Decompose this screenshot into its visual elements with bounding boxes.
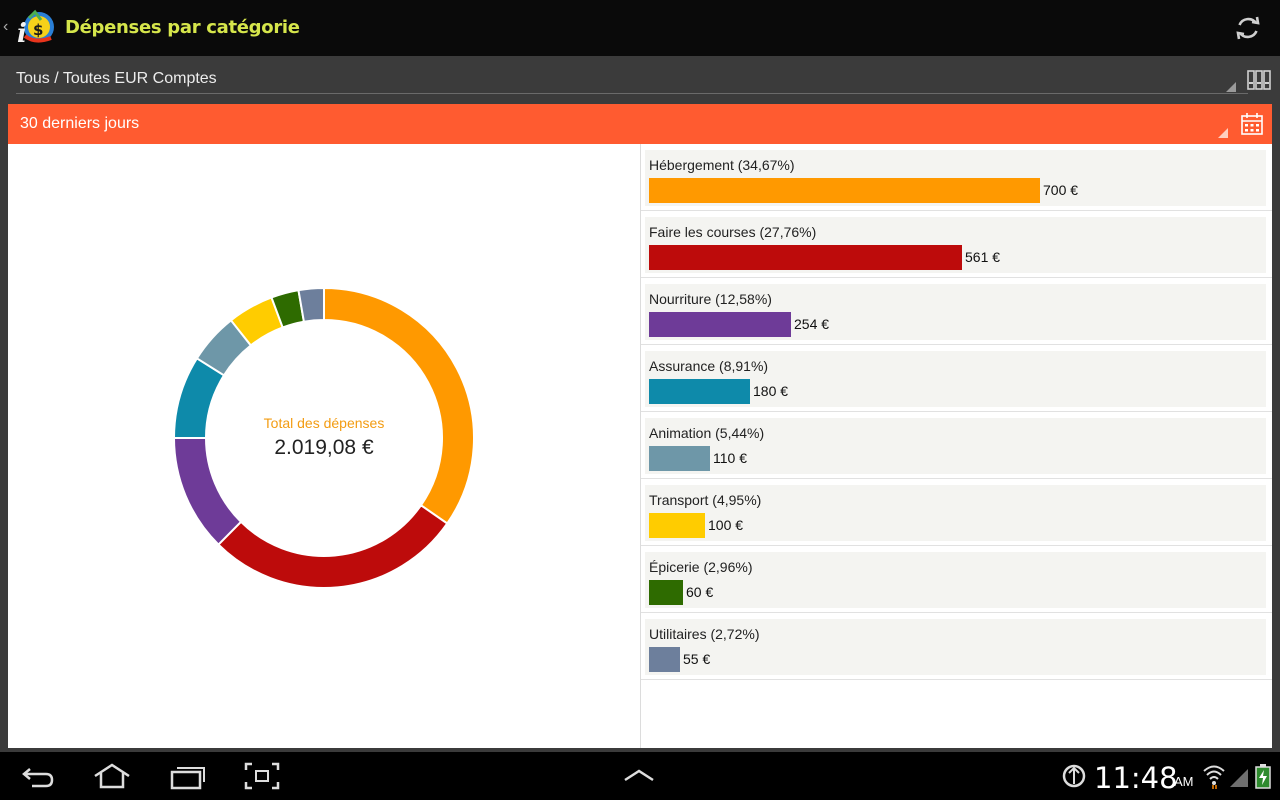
category-label: Assurance (8,91%) xyxy=(649,358,769,374)
system-nav-bar: 11:48 AM xyxy=(0,752,1280,800)
accounts-label: Tous / Toutes EUR Comptes xyxy=(16,70,217,87)
accounts-underline xyxy=(16,93,1248,94)
pane-divider xyxy=(640,144,641,748)
accounts-spinner[interactable]: Tous / Toutes EUR Comptes xyxy=(8,56,1248,100)
donut-slice[interactable] xyxy=(297,286,325,323)
category-bar xyxy=(649,312,791,337)
category-row[interactable]: Transport (4,95%) 100 € xyxy=(641,479,1272,546)
period-spinner[interactable]: 30 derniers jours xyxy=(8,104,1272,144)
category-row[interactable]: Épicerie (2,96%) 60 € xyxy=(641,546,1272,613)
wifi-icon xyxy=(1203,765,1225,789)
app-logo-icon[interactable]: i $ xyxy=(15,8,57,48)
page-title: Dépenses par catégorie xyxy=(65,17,300,38)
category-row[interactable]: Utilitaires (2,72%) 55 € xyxy=(641,613,1272,680)
category-label: Nourriture (12,58%) xyxy=(649,291,772,307)
spinner-corner-icon xyxy=(1226,82,1236,92)
category-bar xyxy=(649,446,710,471)
back-icon[interactable] xyxy=(20,762,56,790)
category-row[interactable]: Nourriture (12,58%) 254 € xyxy=(641,278,1272,345)
donut-pane: Total des dépenses 2.019,08 € xyxy=(8,144,640,748)
category-amount: 561 € xyxy=(965,249,1001,265)
category-bar xyxy=(649,647,680,672)
category-label: Utilitaires (2,72%) xyxy=(649,626,760,642)
calendar-icon[interactable] xyxy=(1240,112,1264,136)
total-label: Total des dépenses xyxy=(263,415,385,431)
category-row-background xyxy=(645,485,1266,541)
category-label: Animation (5,44%) xyxy=(649,425,765,441)
screenshot-icon[interactable] xyxy=(244,762,280,790)
category-row[interactable]: Assurance (8,91%) 180 € xyxy=(641,345,1272,412)
category-row[interactable]: Hébergement (34,67%) 700 € xyxy=(641,144,1272,211)
refresh-icon[interactable] xyxy=(1232,12,1264,44)
category-row[interactable]: Faire les courses (27,76%) 561 € xyxy=(641,211,1272,278)
recent-apps-icon[interactable] xyxy=(169,762,207,790)
donut-slice[interactable] xyxy=(323,286,475,525)
category-amount: 180 € xyxy=(753,383,789,399)
category-amount: 254 € xyxy=(794,316,830,332)
category-amount: 700 € xyxy=(1043,182,1079,198)
clock-ampm: AM xyxy=(1174,774,1194,789)
category-amount: 60 € xyxy=(686,584,714,600)
category-amount: 100 € xyxy=(708,517,744,533)
usb-debug-icon xyxy=(1062,764,1086,788)
period-label: 30 derniers jours xyxy=(20,115,140,132)
svg-text:$: $ xyxy=(33,21,43,39)
category-label: Faire les courses (27,76%) xyxy=(649,224,817,240)
category-row-background xyxy=(645,619,1266,675)
category-label: Transport (4,95%) xyxy=(649,492,762,508)
category-bar xyxy=(649,245,962,270)
signal-icon xyxy=(1230,769,1248,787)
battery-icon xyxy=(1255,764,1271,789)
home-icon[interactable] xyxy=(92,762,132,790)
spinner-corner-icon xyxy=(1218,128,1228,138)
category-row[interactable]: Animation (5,44%) 110 € xyxy=(641,412,1272,479)
category-bar xyxy=(649,513,705,538)
up-chevron-icon[interactable] xyxy=(622,762,656,790)
category-row-background xyxy=(645,418,1266,474)
category-label: Hébergement (34,67%) xyxy=(649,157,795,173)
clock-time: 11:48 xyxy=(1094,761,1178,795)
report-panel: Total des dépenses 2.019,08 € Hébergemen… xyxy=(8,144,1272,748)
accounts-icon[interactable] xyxy=(1247,69,1271,91)
svg-text:i: i xyxy=(17,19,27,48)
category-list: Hébergement (34,67%) 700 € Faire les cours… xyxy=(641,144,1272,748)
category-bar xyxy=(649,178,1040,203)
donut-slice[interactable] xyxy=(217,503,449,589)
category-bar xyxy=(649,580,683,605)
content-area: Tous / Toutes EUR Comptes 30 derniers jo… xyxy=(0,56,1280,752)
total-value: 2.019,08 € xyxy=(274,436,374,459)
action-bar: ‹ i $ Dépenses par catégorie xyxy=(0,0,1280,56)
category-row-background xyxy=(645,552,1266,608)
back-chevron-icon[interactable]: ‹ xyxy=(3,18,9,35)
category-bar xyxy=(649,379,750,404)
category-label: Épicerie (2,96%) xyxy=(649,559,753,575)
category-amount: 55 € xyxy=(683,651,711,667)
category-amount: 110 € xyxy=(713,450,747,466)
donut-chart[interactable] xyxy=(166,280,482,596)
